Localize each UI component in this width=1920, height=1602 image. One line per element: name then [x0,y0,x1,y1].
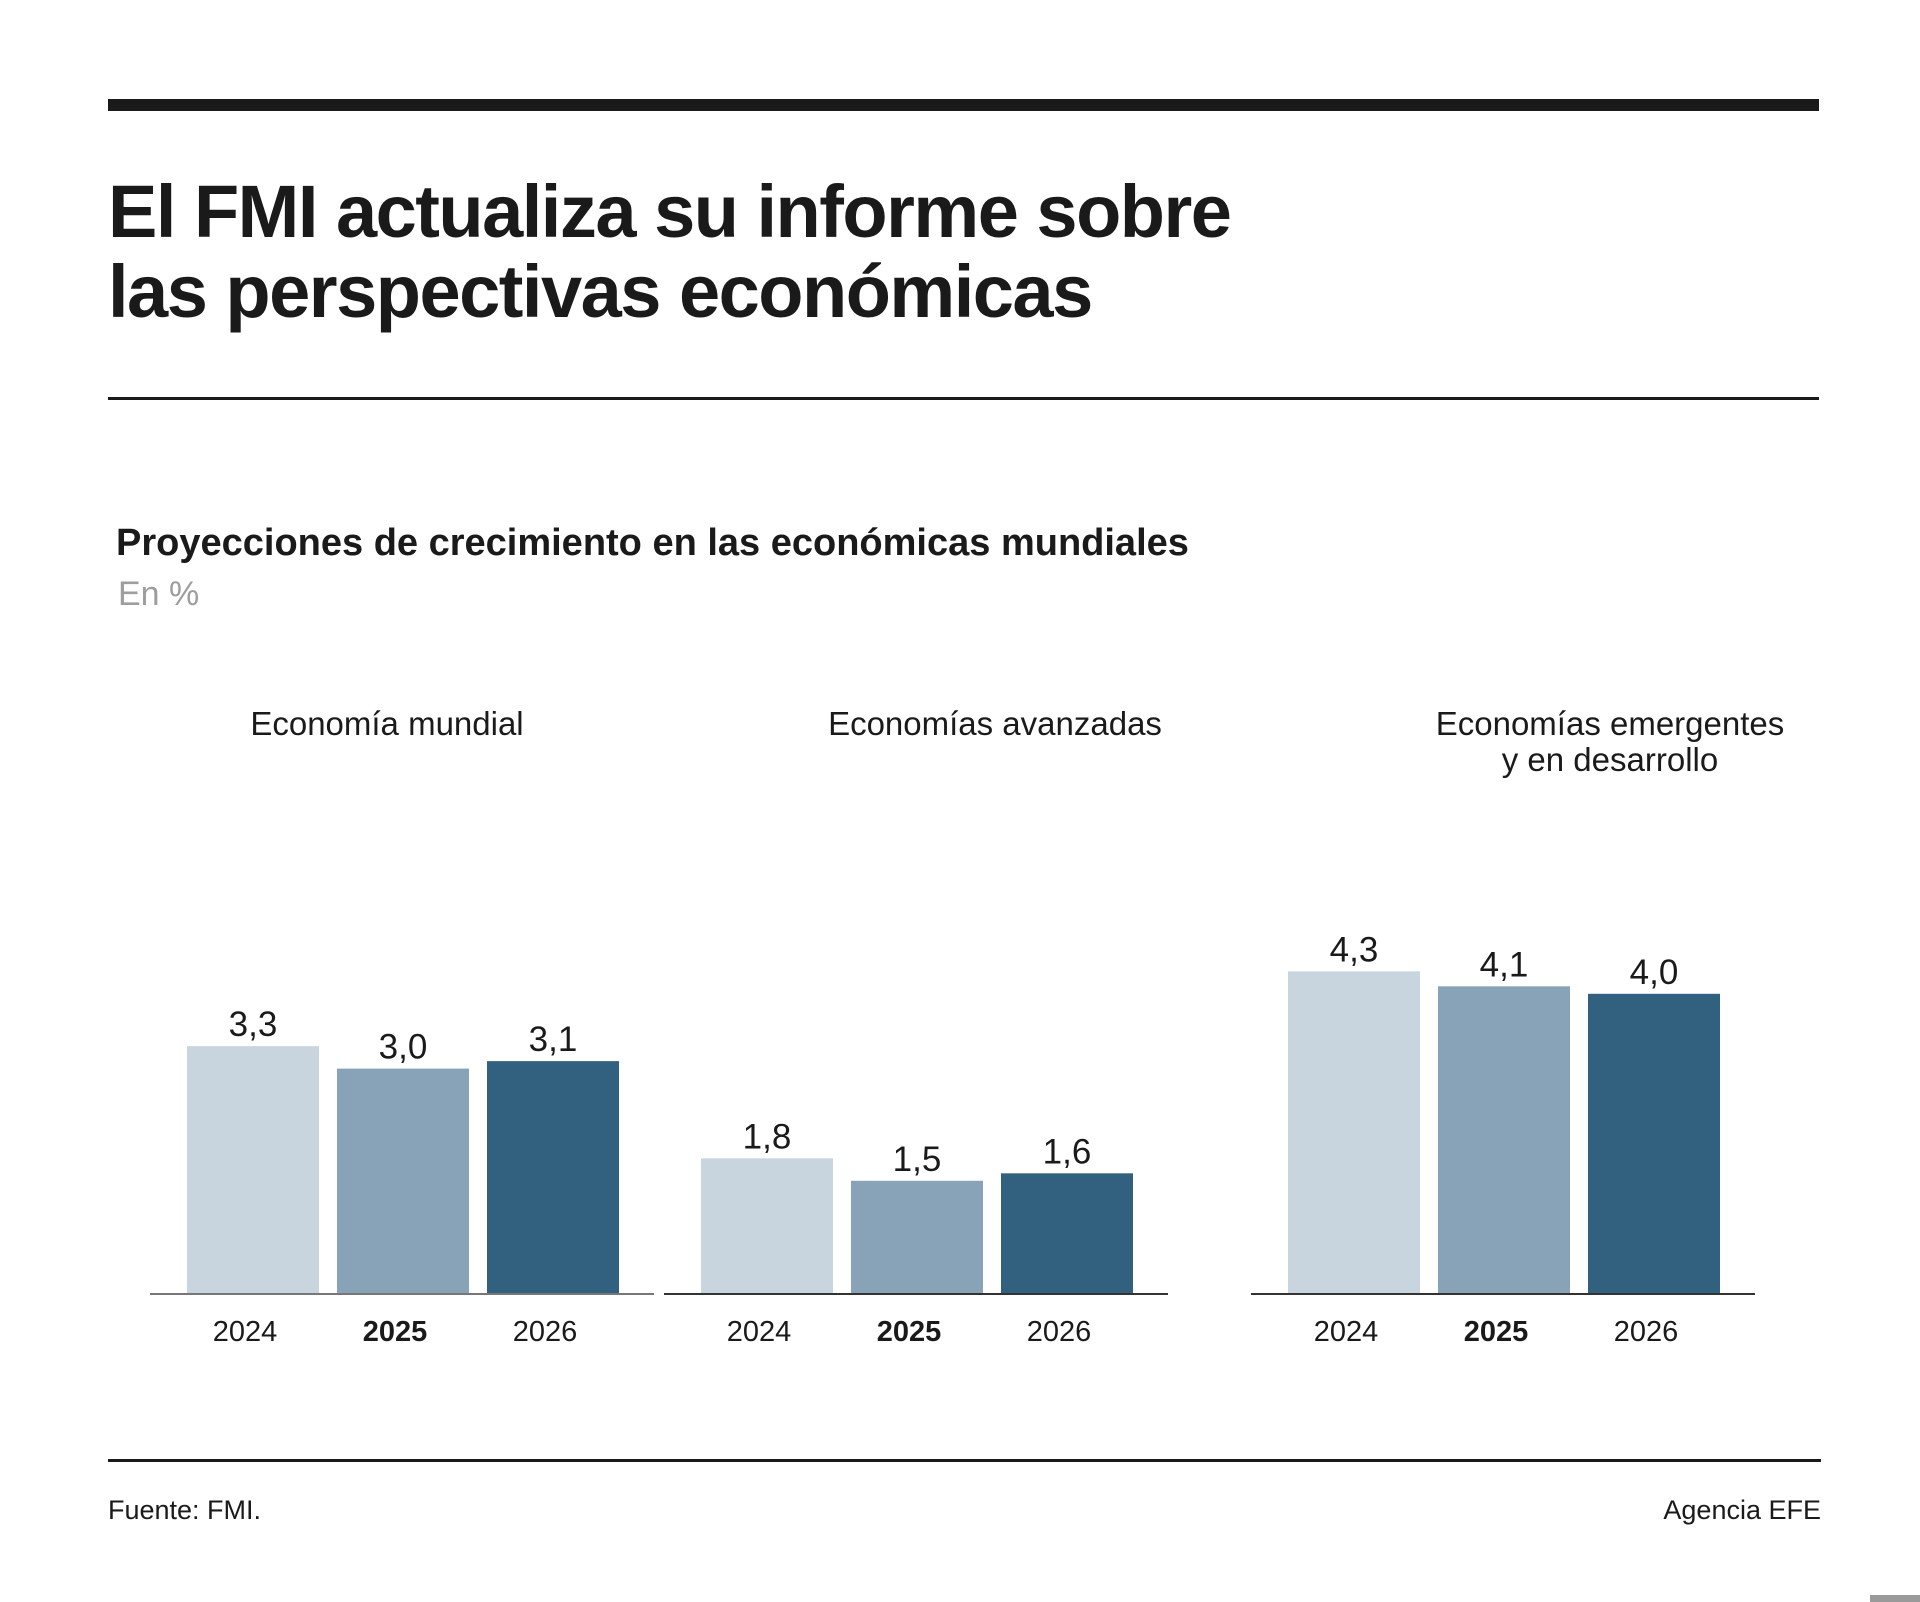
panel-2-value-label-2026: 1,6 [1043,1132,1092,1171]
headline-divider [108,397,1819,400]
bar-chart: Economía mundial 3,3 2024 3,0 2025 3,1 2026 Eco… [150,705,1785,1348]
source-note: Fuente: FMI. [108,1495,262,1525]
panel-1-value-label-2024: 3,3 [229,1005,278,1044]
panel-1-value-label-2025: 3,0 [379,1028,428,1067]
panel-3-tick-label-2025: 2025 [1464,1316,1529,1348]
panel-2-bar-2024 [701,1158,833,1293]
footer-divider [108,1459,1821,1462]
credit-note: Agencia EFE [1663,1495,1821,1525]
panel-2-title: Economías avanzadas [828,705,1162,742]
headline-line-2: las perspectivas económicas [108,250,1093,333]
panel-2-tick-label-2025: 2025 [877,1316,942,1348]
headline-line-1: El FMI actualiza su informe sobre [108,170,1232,253]
panel-1-bar-2024 [187,1046,319,1293]
panel-3-tick-label-2024: 2024 [1314,1316,1379,1348]
panel-1-tick-label-2026: 2026 [513,1316,578,1348]
headline: El FMI actualiza su informe sobre las pe… [108,172,1608,332]
panel-1-tick-label-2025: 2025 [363,1316,428,1348]
panel-3-value-label-2025: 4,1 [1480,945,1529,984]
panel-3-bar-2026 [1588,993,1720,1293]
panel-3-bar-2024 [1288,971,1420,1293]
panel-1-tick-label-2024: 2024 [213,1316,278,1348]
panel-1-value-label-2026: 3,1 [529,1020,578,1059]
panel-1-bar-2025 [337,1068,469,1293]
chart-title: Proyecciones de crecimiento en las econó… [116,522,1189,564]
panel-3-bar-2025 [1438,986,1570,1293]
panel-2-tick-label-2026: 2026 [1027,1316,1092,1348]
panel-3-title-line-2: y en desarrollo [1502,741,1718,778]
panel-1-title: Economía mundial [250,705,523,742]
panel-3-title-line-1: Economías emergentes [1436,705,1785,742]
chart-unit: En % [118,575,200,613]
panel-2-tick-label-2024: 2024 [727,1316,792,1348]
panel-3-value-label-2026: 4,0 [1630,953,1679,992]
top-rule [108,99,1819,111]
corner-mark [1870,1595,1920,1602]
panel-1-bar-2026 [487,1061,619,1293]
panel-3-tick-label-2026: 2026 [1614,1316,1679,1348]
panel-2-bar-2025 [851,1180,983,1293]
panel-3-value-label-2024: 4,3 [1330,930,1379,969]
panel-2-value-label-2024: 1,8 [743,1117,792,1156]
panel-2-value-label-2025: 1,5 [893,1140,942,1179]
panel-2-bar-2026 [1001,1173,1133,1293]
